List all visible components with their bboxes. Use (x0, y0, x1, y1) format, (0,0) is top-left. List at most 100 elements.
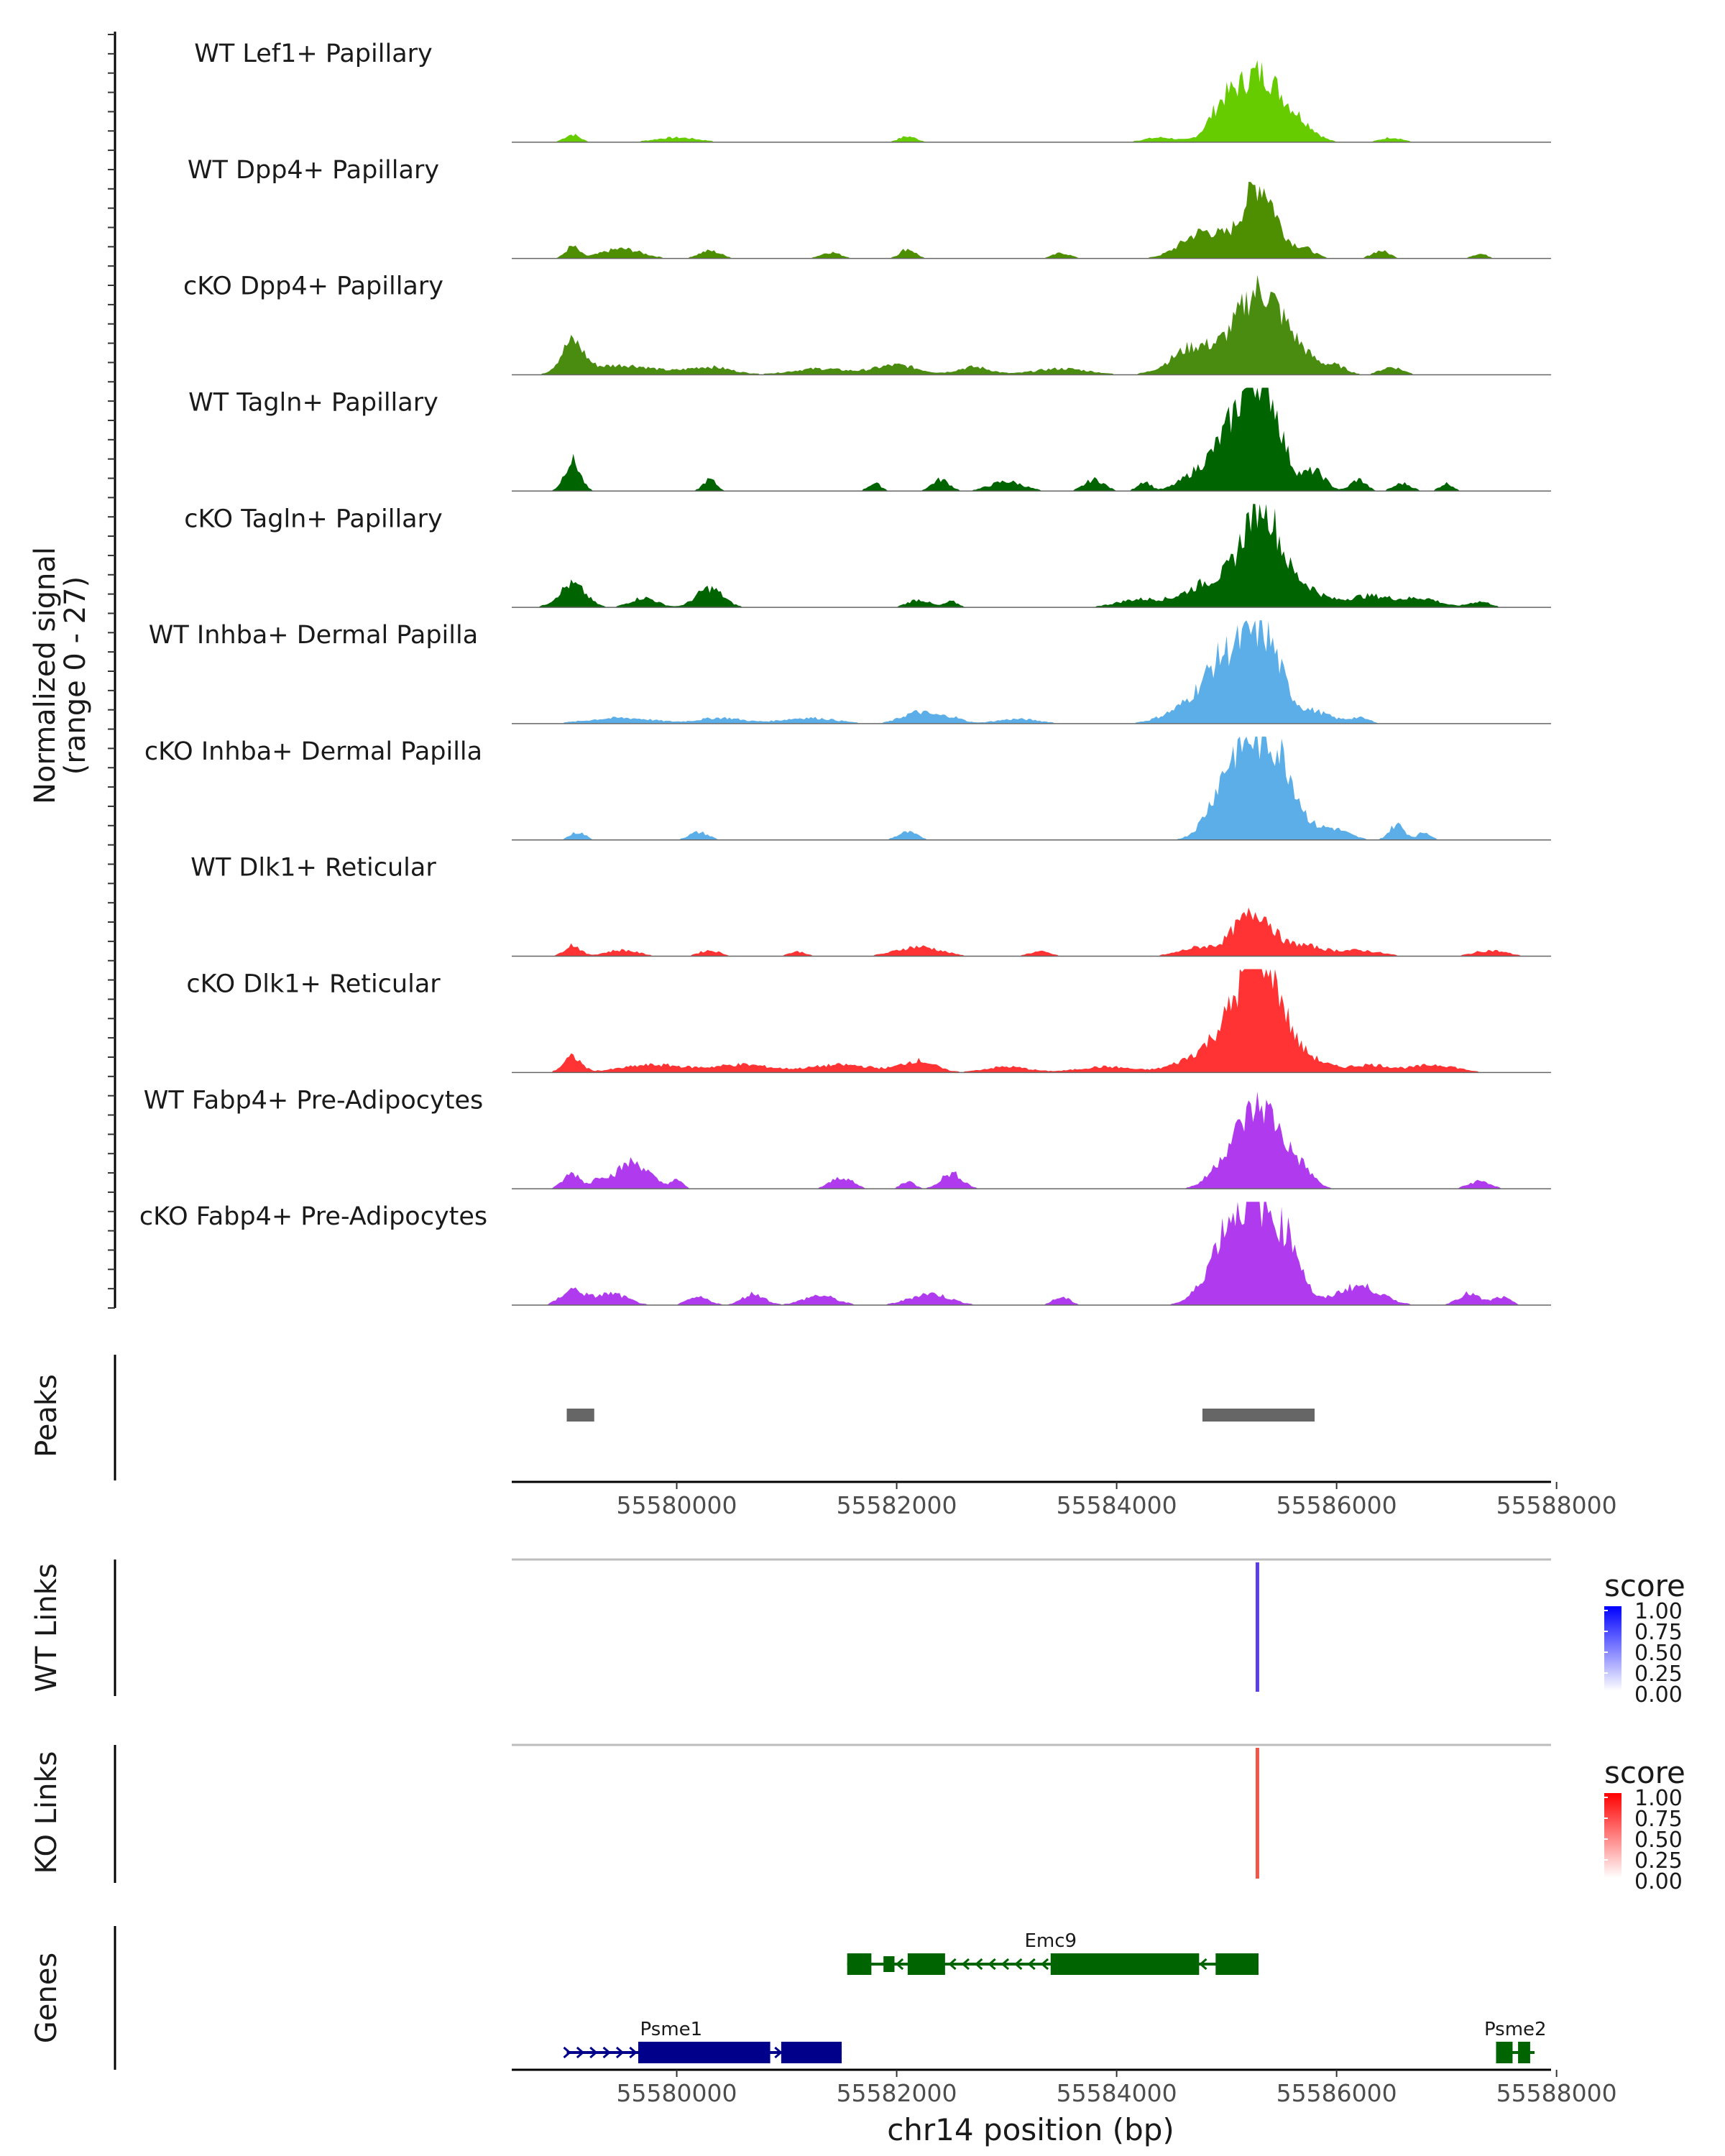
peak-region (566, 1409, 594, 1422)
strand-arrow (774, 2046, 783, 2059)
track-label: cKO Tagln+ Papillary (184, 505, 443, 533)
track-label: cKO Dlk1+ Reticular (186, 970, 441, 999)
gene-model: Emc9 (847, 1930, 1259, 1975)
genes-track-label: Genes (30, 1953, 63, 2043)
coverage-area (512, 60, 1530, 142)
gene-model: Psme1 (563, 2019, 842, 2063)
track-label: WT Tagln+ Papillary (188, 388, 438, 417)
coverage-area (512, 907, 1530, 957)
track-label: cKO Dpp4+ Papillary (183, 272, 443, 301)
legend-tick-label: 0.00 (1634, 1869, 1683, 1894)
legend-tick-label: 0.25 (1634, 1662, 1683, 1687)
links-track-label: WT Links (30, 1563, 63, 1692)
gene-exon (847, 1953, 872, 1975)
coverage-area (512, 1202, 1530, 1305)
gene-name-label: Emc9 (1024, 1930, 1077, 1952)
coverage-track: cKO Fabp4+ Pre-Adipocytes (139, 1202, 1551, 1306)
coverage-tracks: WT Lef1+ Papillary WT Dpp4+ Papillary cKO … (139, 40, 1551, 1306)
coverage-track: cKO Dpp4+ Papillary (183, 272, 1551, 376)
links-track-label: KO Links (30, 1751, 63, 1874)
x-axis-upper: 55580000 55582000 55584000 55586000 55588000 (512, 1480, 1617, 1519)
legend-tick-label: 0.75 (1634, 1807, 1683, 1832)
legend-tick-label: 0.50 (1634, 1828, 1683, 1853)
strand-arrow (895, 1958, 904, 1971)
legend-tick-label: 0.50 (1634, 1641, 1683, 1666)
coverage-track: WT Dlk1+ Reticular (190, 854, 1551, 957)
gene-exon (883, 1956, 895, 1972)
gene-exon (907, 1953, 945, 1975)
legend-tick-label: 1.00 (1634, 1786, 1683, 1811)
strand-arrow (629, 2046, 638, 2059)
track-label: cKO Fabp4+ Pre-Adipocytes (139, 1202, 487, 1231)
peaks-track: Peaks (30, 1355, 1315, 1480)
legend-tick-label: 0.75 (1634, 1620, 1683, 1645)
x-tick-label: 55588000 (1496, 1491, 1617, 1519)
gene-exon (1518, 2042, 1530, 2063)
coverage-track: WT Tagln+ Papillary (188, 387, 1551, 492)
coverage-y-label-line2: (range 0 - 27) (59, 576, 92, 775)
track-label: WT Inhba+ Dermal Papilla (149, 621, 478, 650)
legend-colorbar (1604, 1793, 1622, 1878)
legend-tick-label: 0.25 (1634, 1848, 1683, 1874)
legend-colorbar (1604, 1606, 1622, 1691)
x-tick-label: 55580000 (617, 1491, 737, 1519)
gene-exon (1215, 1953, 1259, 1975)
legend-title: score (1604, 1568, 1685, 1603)
x-axis-lower: 55580000 55582000 55584000 55586000 55588000 (512, 2068, 1617, 2107)
coverage-area (512, 620, 1530, 724)
legend-tick-label: 1.00 (1634, 1599, 1683, 1624)
coverage-y-axis-title: Normalized signal (range 0 - 27) (29, 547, 92, 804)
coverage-track: cKO Tagln+ Papillary (184, 504, 1551, 608)
gene-exon (1050, 1953, 1200, 1975)
strand-arrow (1040, 1958, 1049, 1971)
track-label: cKO Inhba+ Dermal Papilla (144, 737, 482, 766)
strand-arrow (1199, 1958, 1208, 1971)
coverage-track: WT Dpp4+ Papillary (188, 156, 1551, 259)
coverage-track: cKO Dlk1+ Reticular (186, 969, 1551, 1074)
legend-tick-label: 0.00 (1634, 1682, 1683, 1708)
strand-arrow (1000, 1958, 1010, 1971)
gene-name-label: Psme1 (640, 2019, 703, 2040)
x-tick-label: 55586000 (1276, 2079, 1397, 2107)
strand-arrow (948, 1958, 957, 1971)
coverage-track: WT Lef1+ Papillary (194, 40, 1551, 143)
strand-arrow (589, 2046, 598, 2059)
gene-exon (1496, 2042, 1513, 2063)
coverage-area (512, 969, 1530, 1073)
gene-exon (781, 2042, 842, 2063)
coverage-area (512, 736, 1530, 840)
strand-arrow (961, 1958, 970, 1971)
strand-arrow (563, 2046, 571, 2059)
x-tick-label: 55582000 (837, 2079, 957, 2107)
track-label: WT Dpp4+ Papillary (188, 156, 439, 185)
x-tick-label: 55580000 (617, 2079, 737, 2107)
track-label: WT Lef1+ Papillary (194, 40, 433, 68)
legend-title: score (1604, 1755, 1685, 1790)
track-label: WT Fabp4+ Pre-Adipocytes (144, 1086, 483, 1115)
x-tick-label: 55584000 (1057, 1491, 1177, 1519)
x-tick-label: 55588000 (1496, 2079, 1617, 2107)
gene-name-label: Psme2 (1484, 2019, 1547, 2040)
coverage-track: WT Inhba+ Dermal Papilla (149, 620, 1551, 724)
strand-arrow (602, 2046, 611, 2059)
coverage-y-axis (108, 32, 116, 1309)
coverage-area (512, 387, 1530, 492)
x-tick-label: 55586000 (1276, 1491, 1397, 1519)
strand-arrow (1014, 1958, 1023, 1971)
strand-arrow (615, 2046, 625, 2059)
coverage-area (512, 1091, 1530, 1189)
gene-exon (638, 2042, 770, 2063)
coverage-area (512, 182, 1530, 259)
coverage-area (512, 275, 1530, 375)
strand-arrow (988, 1958, 996, 1971)
track-label: WT Dlk1+ Reticular (190, 854, 436, 883)
coverage-area (512, 504, 1530, 608)
gene-model: Psme2 (1484, 2019, 1547, 2063)
coverage-y-label-line1: Normalized signal (29, 547, 62, 804)
strand-arrow (1027, 1958, 1036, 1971)
coverage-track: WT Fabp4+ Pre-Adipocytes (144, 1086, 1551, 1189)
